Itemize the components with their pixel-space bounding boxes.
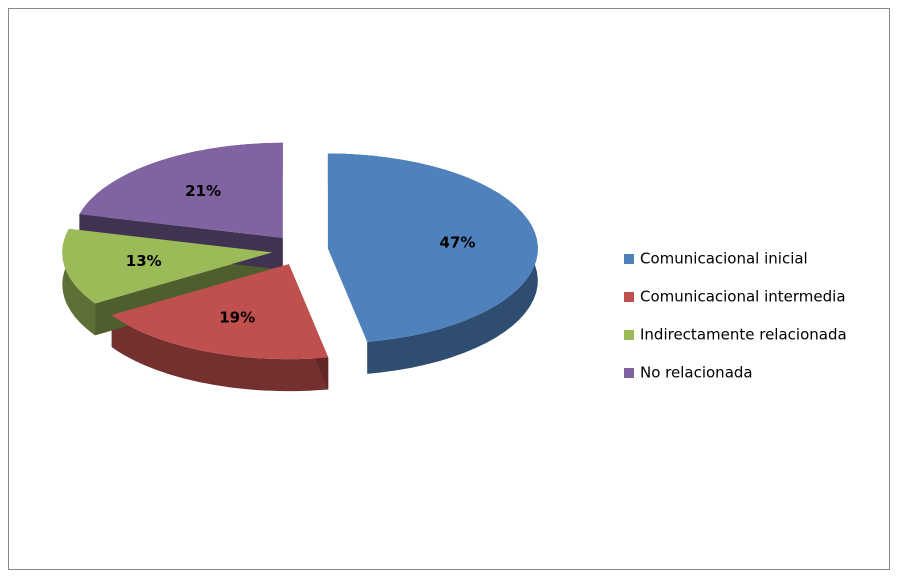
slice-side (62, 228, 95, 336)
legend-swatch (624, 254, 634, 264)
legend-swatch (624, 368, 634, 378)
legend-label: Comunicacional inicial (640, 250, 808, 268)
slice (79, 142, 283, 238)
slice-side (111, 315, 329, 392)
data-label: 19% (219, 309, 255, 327)
legend-label: Comunicacional intermedia (640, 288, 846, 306)
data-label: 21% (185, 182, 221, 200)
slice (62, 228, 273, 304)
legend-swatch (624, 330, 634, 340)
data-label: 13% (126, 252, 162, 270)
data-label: 47% (440, 234, 476, 252)
legend-swatch (624, 292, 634, 302)
legend-label: No relacionada (640, 364, 753, 382)
slice (327, 153, 538, 342)
legend-label: Indirectamente relacionada (640, 326, 847, 344)
slice (111, 264, 329, 360)
